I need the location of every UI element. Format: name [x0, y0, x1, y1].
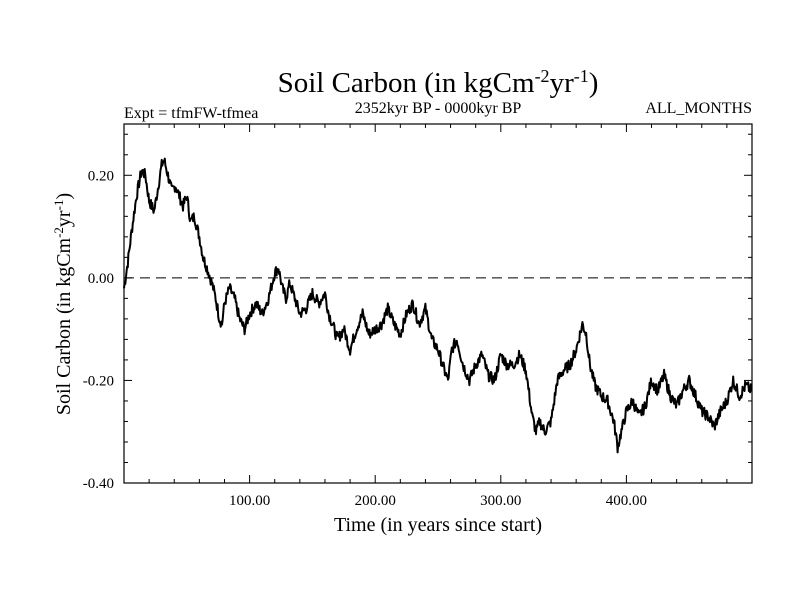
y-tick-label-2: 0.00: [88, 271, 114, 287]
months-label: ALL_MONTHS: [645, 100, 752, 117]
y-axis: -0.40 -0.20 0.00 0.20: [83, 133, 752, 492]
soil-carbon-series-line: [123, 157, 753, 454]
plot-frame: [123, 123, 753, 484]
y-tick-label-0: -0.40: [83, 476, 114, 492]
x-axis: 100.00 200.00 300.00 400.00: [148, 124, 728, 509]
experiment-label: Expt = tfmFW-tfmea: [124, 105, 258, 122]
x-tick-label-1: 200.00: [355, 493, 396, 509]
time-range-label: 2352kyr BP - 0000kyr BP: [355, 100, 522, 117]
x-tick-label-0: 100.00: [229, 493, 270, 509]
y-tick-label-1: -0.20: [83, 373, 114, 389]
x-tick-label-3: 400.00: [606, 493, 647, 509]
y-tick-label-3: 0.20: [88, 168, 114, 184]
x-axis-label: Time (in years since start): [334, 514, 542, 536]
x-tick-label-2: 300.00: [480, 493, 521, 509]
chart-title: Soil Carbon (in kgCm-2yr-1): [278, 66, 599, 99]
y-axis-label: Soil Carbon (in kgCm-2yr-1): [51, 193, 76, 415]
